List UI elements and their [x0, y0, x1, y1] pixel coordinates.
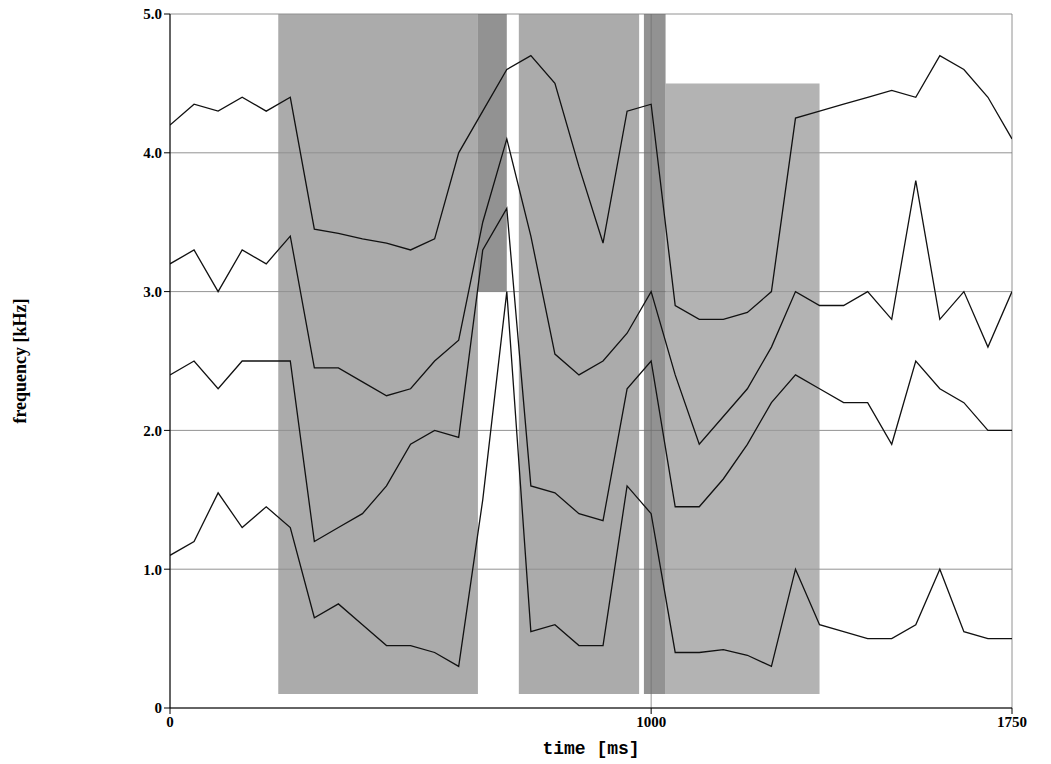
svg-text:1000: 1000	[636, 714, 666, 730]
svg-text:1.0: 1.0	[143, 562, 162, 578]
svg-text:5.0: 5.0	[143, 6, 162, 22]
svg-text:2.0: 2.0	[143, 423, 162, 439]
svg-text:1750: 1750	[997, 714, 1027, 730]
svg-text:0: 0	[155, 700, 163, 716]
svg-text:time [ms]: time [ms]	[542, 739, 639, 759]
svg-text:0: 0	[166, 714, 174, 730]
svg-text:3.0: 3.0	[143, 284, 162, 300]
svg-text:frequency [kHz]: frequency [kHz]	[10, 298, 30, 423]
svg-text:4.0: 4.0	[143, 145, 162, 161]
